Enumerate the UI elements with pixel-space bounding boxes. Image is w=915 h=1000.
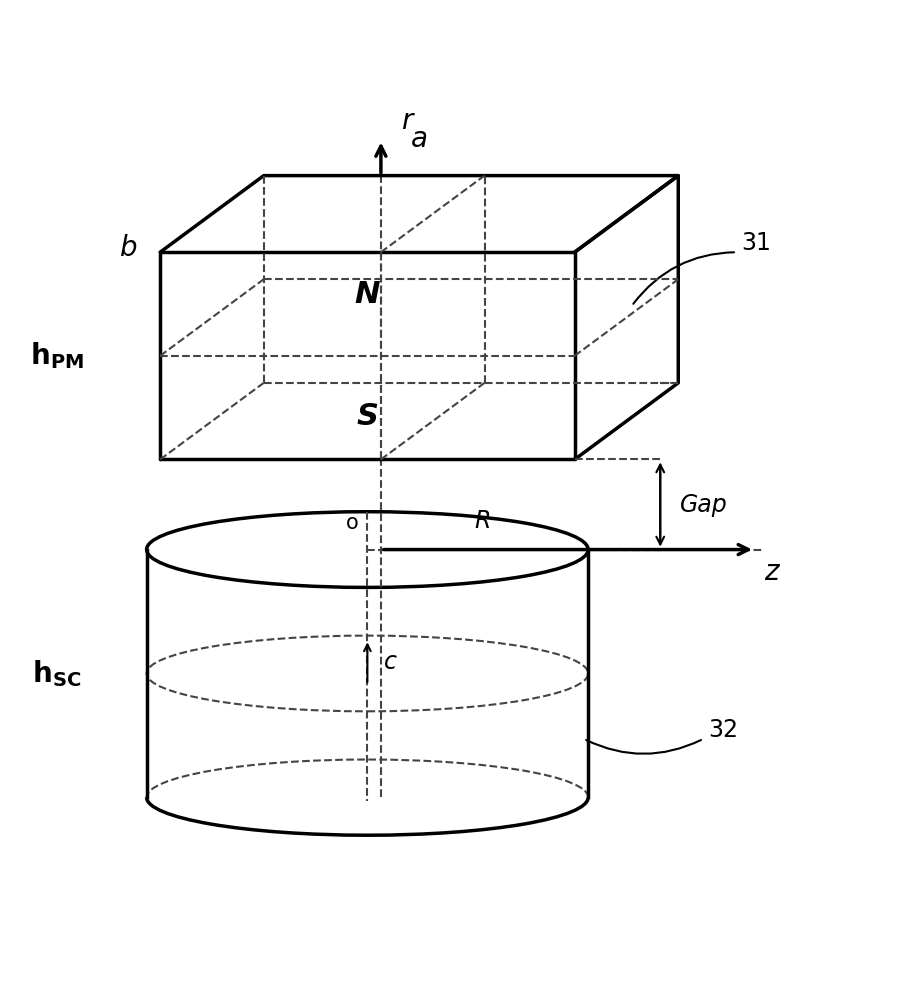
Text: c: c: [383, 650, 396, 674]
Text: z: z: [764, 558, 779, 586]
Text: 32: 32: [708, 718, 738, 742]
Text: Gap: Gap: [680, 493, 727, 517]
Text: b: b: [120, 234, 137, 262]
Text: S: S: [356, 402, 379, 431]
Text: r: r: [401, 107, 412, 135]
Text: R: R: [474, 509, 490, 533]
FancyArrowPatch shape: [633, 252, 734, 304]
Text: a: a: [411, 125, 427, 153]
Text: $\mathbf{h_{PM}}$: $\mathbf{h_{PM}}$: [29, 340, 83, 371]
FancyArrowPatch shape: [587, 740, 701, 754]
Text: 31: 31: [741, 231, 771, 255]
Text: o: o: [346, 513, 359, 533]
Text: $\mathbf{h_{SC}}$: $\mathbf{h_{SC}}$: [32, 658, 81, 689]
Text: N: N: [355, 280, 380, 309]
